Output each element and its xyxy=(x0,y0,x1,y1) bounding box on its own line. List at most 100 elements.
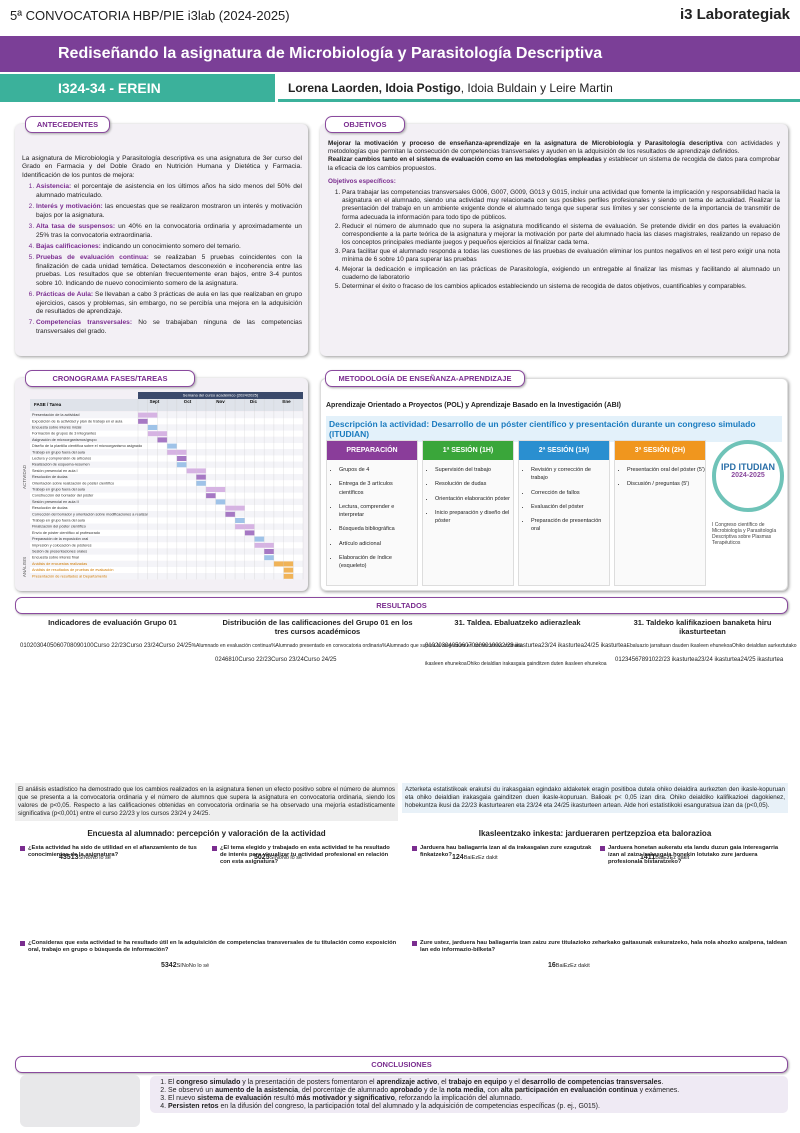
column-items: Revisión y corrección de trabajo Correcci… xyxy=(519,466,609,534)
legend-label: Bai xyxy=(655,855,664,861)
section-heading: METODOLOGÍA DE ENSEÑANZA-APRENDIZAJE xyxy=(325,370,525,387)
task-label: Finalización del póster científico xyxy=(32,525,86,529)
list-item: Reducir el número de alumnado que no sup… xyxy=(342,223,780,248)
legend-label: No xyxy=(83,855,91,861)
row-bg xyxy=(30,567,303,574)
legend-label: No lo sé xyxy=(188,963,210,969)
task-bar xyxy=(157,437,168,443)
authors-rest: , Idoia Buldain y Leire Martin xyxy=(460,81,613,95)
task-label: Corrección del borrador y orientación so… xyxy=(32,512,149,516)
item-term: Competencias transversales: xyxy=(36,319,133,327)
task-label: Formación de grupos de 3 integrantes xyxy=(32,432,96,436)
legend-label: Ez dakit xyxy=(570,963,590,969)
slice-label: 50 xyxy=(254,854,262,861)
slice-label: 14 xyxy=(640,854,648,861)
conclusion-text: y el xyxy=(506,1079,522,1086)
item-text: No se trabajaban ninguna de las competen… xyxy=(36,319,303,335)
legend-label: Ez xyxy=(471,855,479,861)
list-item: Persisten retos en la difusión del congr… xyxy=(168,1103,782,1110)
conclusion-text: en la difusión del congreso, la particip… xyxy=(218,1103,600,1110)
section-heading: CRONOGRAMA FASES/TAREAS xyxy=(25,370,195,387)
task-label: Encuesta sobre interés inicial xyxy=(32,426,82,430)
row-bg xyxy=(30,542,303,549)
task-label: Sesión presencial en aula II xyxy=(32,500,79,504)
y-tick-label: 40 xyxy=(43,643,51,649)
legend-label: No xyxy=(274,855,282,861)
task-bar xyxy=(176,462,187,468)
month: Ene xyxy=(282,399,291,404)
x-tick-label: Curso 24/25 xyxy=(158,643,192,649)
y-tick-label: 90 xyxy=(76,643,84,649)
task-bar xyxy=(244,530,255,536)
legend-label: %Alumnado en evaluación continua xyxy=(191,643,272,649)
task-bar xyxy=(138,418,148,424)
list-item: Se observó un aumento de la asistencia, … xyxy=(168,1087,782,1094)
slice-label: 5 xyxy=(265,854,270,861)
task-label: Exposición de la actividad y plan de tra… xyxy=(32,419,123,423)
chart: 0102030405060708090100Curso 22/23Curso 2… xyxy=(20,634,523,652)
column-title: PREPARACIÓN xyxy=(327,441,417,460)
item-term: Prácticas de Aula: xyxy=(36,291,94,299)
legend-label: Bai xyxy=(555,963,564,969)
slice-label: 12 xyxy=(452,854,460,861)
column-title: 2ª SESIÓN (1H) xyxy=(519,441,609,460)
survey-title: Encuesta al alumnado: percepción y valor… xyxy=(87,829,326,838)
objective-text: y establecer un sistema de recogida de d… xyxy=(328,156,780,172)
task-label: Presentación de la actividad xyxy=(32,413,80,417)
conclusiones-body: El congreso simulado y la presentación d… xyxy=(150,1076,788,1113)
row-bg xyxy=(30,554,303,561)
section-heading: CONCLUSIONES xyxy=(15,1056,788,1073)
column-item: Discusión / preguntas (5') xyxy=(627,480,705,488)
item-term: Interés y motivación: xyxy=(36,203,103,211)
legend-label: %Alumnado que supera la asignatura en co… xyxy=(382,643,523,649)
y-tick-label: 3 xyxy=(625,657,629,663)
slice-label: 1 xyxy=(647,854,652,861)
y-tick-label: 7 xyxy=(638,657,642,663)
y-tick-label: 70 xyxy=(468,643,476,649)
column-item: Orientación elaboración póster xyxy=(435,495,513,503)
x-tick-label: 24/25 ikasturtea xyxy=(740,657,784,663)
task-label: Encuesta sobre interés final xyxy=(32,556,79,560)
y-tick-label: 30 xyxy=(441,643,449,649)
list: El congreso simulado y la presentación d… xyxy=(156,1079,782,1110)
row-bg xyxy=(30,455,303,462)
conclusion-illustration xyxy=(20,1075,140,1127)
task-label: Resolución de dudas xyxy=(32,475,68,479)
y-tick-label: 20 xyxy=(30,643,37,649)
question-bullet xyxy=(600,846,605,851)
intro: La asignatura de Microbiología y Parasit… xyxy=(22,155,302,179)
conclusion-bold: congreso simulado xyxy=(176,1079,241,1086)
legend-label: Sí xyxy=(269,855,275,861)
row-bg xyxy=(30,449,303,456)
conclusion-text: , el xyxy=(437,1079,449,1086)
y-tick-label: 4 xyxy=(628,657,632,663)
conclusion-bold: aprendizaje activo xyxy=(376,1079,438,1086)
row-bg xyxy=(30,511,303,518)
column-item: Búsqueda bibliográfica xyxy=(339,525,417,533)
conclusion-text: El xyxy=(168,1079,177,1086)
list-item: El nuevo sistema de evaluación resultó m… xyxy=(168,1095,782,1102)
row-bg xyxy=(30,548,303,555)
y-tick-label: 0 xyxy=(425,643,429,649)
row-bg xyxy=(30,474,303,481)
slice-label: 43 xyxy=(59,854,67,861)
pie-chart: 43513SíNoNo lo sé xyxy=(59,846,111,864)
column-item: Corrección de fallos xyxy=(531,489,609,497)
x-tick-label: 23/24 ikasturtea xyxy=(541,643,584,649)
header-bg xyxy=(138,392,303,399)
slice-label: 5 xyxy=(66,854,71,861)
question: ¿Consideras que esta actividad te ha res… xyxy=(28,940,397,953)
paragraph: Realizar cambios tanto en el sistema de … xyxy=(328,156,780,172)
y-tick-label: 40 xyxy=(448,643,456,649)
y-tick-label: 0 xyxy=(215,657,219,663)
conclusion-text: y la presentación de posters fomentaron … xyxy=(240,1079,377,1086)
section-heading: ANTECEDENTES xyxy=(25,116,110,133)
logo-title: IPD ITUDIAN xyxy=(721,462,775,472)
x-tick-label: Curso 22/23 xyxy=(93,643,127,649)
antecedentes-box xyxy=(15,124,308,356)
logo: i3 Laborategiak xyxy=(679,6,790,23)
slice-label: 1 xyxy=(651,854,656,861)
objetivos-body: Mejorar la motivación y proceso de enseñ… xyxy=(328,140,780,294)
section-heading: OBJETIVOS xyxy=(325,116,405,133)
legend-label: Ez xyxy=(563,963,571,969)
